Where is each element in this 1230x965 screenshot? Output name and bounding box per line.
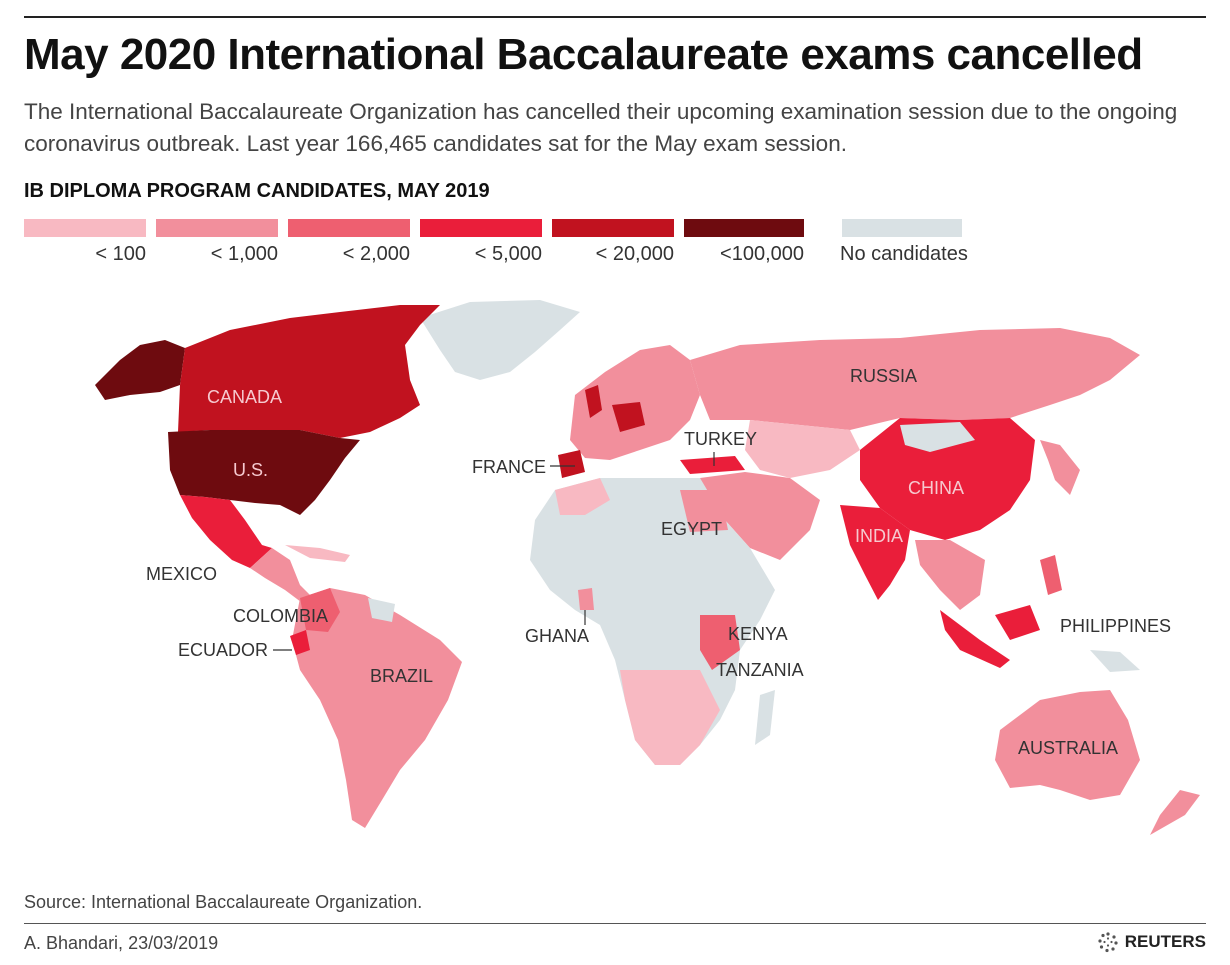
- label-russia: RUSSIA: [850, 366, 917, 386]
- label-mexico: MEXICO: [146, 564, 217, 584]
- region-uk: [585, 385, 602, 418]
- label-france: FRANCE: [472, 457, 546, 477]
- legend-label-lt100000: <100,000: [720, 243, 804, 265]
- region-middle-east: [700, 472, 820, 560]
- legend-label-lt100: < 100: [95, 243, 146, 265]
- region-russia: [690, 328, 1140, 430]
- region-indonesia: [940, 610, 1010, 668]
- label-canada: CANADA: [207, 387, 282, 407]
- region-ecuador: [290, 630, 310, 655]
- region-canada: [178, 305, 440, 438]
- label-ghana: GHANA: [525, 626, 589, 646]
- legend-swatch-lt20000: [552, 219, 674, 237]
- region-caribbean: [285, 545, 350, 562]
- label-ecuador: ECUADOR: [178, 640, 268, 660]
- region-madagascar: [755, 690, 775, 745]
- region-alaska: [95, 340, 185, 400]
- page-title: May 2020 International Baccalaureate exa…: [24, 30, 1143, 79]
- region-central-europe: [612, 402, 645, 432]
- region-greenland: [420, 300, 580, 380]
- legend-label-none: No candidates: [840, 243, 968, 265]
- page-subtitle: The International Baccalaureate Organiza…: [24, 99, 1178, 156]
- legend-swatch-lt100000: [684, 219, 804, 237]
- legend-swatch-lt100: [24, 219, 146, 237]
- region-south-america: [292, 588, 462, 828]
- region-new-zealand: [1150, 790, 1200, 835]
- region-australia: [995, 690, 1140, 800]
- region-africa: [530, 478, 775, 765]
- label-china: CHINA: [908, 478, 964, 498]
- legend-label-lt5000: < 5,000: [474, 243, 542, 265]
- region-china: [860, 418, 1035, 540]
- label-turkey: TURKEY: [684, 429, 757, 449]
- region-central-asia: [745, 420, 860, 478]
- label-kenya: KENYA: [728, 624, 788, 644]
- region-borneo: [995, 605, 1040, 640]
- region-spain: [558, 450, 585, 478]
- region-india: [840, 505, 910, 600]
- region-colombia: [300, 588, 340, 632]
- region-north-africa: [555, 478, 610, 515]
- region-turkey: [680, 456, 745, 474]
- legend-swatch-none: [842, 219, 962, 237]
- region-egypt: [680, 490, 728, 532]
- region-guianas: [368, 598, 395, 622]
- region-mongolia: [900, 422, 975, 452]
- region-east-africa: [700, 615, 740, 670]
- legend: < 100 < 1,000 < 2,000 < 5,000 < 20,000 <…: [24, 219, 1024, 269]
- region-mexico: [180, 495, 272, 568]
- top-rule: [24, 16, 1206, 18]
- world-map: CANADA U.S. MEXICO COLOMBIA ECUADOR BRAZ…: [95, 300, 1200, 835]
- reuters-logo: REUTERS: [1097, 931, 1206, 953]
- label-philippines: PHILIPPINES: [1060, 616, 1171, 636]
- region-papua: [1090, 650, 1140, 672]
- reuters-dots-icon: [1098, 932, 1118, 953]
- credit-line: A. Bhandari, 23/03/2019: [24, 933, 219, 953]
- region-ghana: [578, 588, 594, 610]
- brand-name: REUTERS: [1124, 932, 1206, 951]
- legend-label-lt20000: < 20,000: [595, 243, 674, 265]
- legend-swatch-lt5000: [420, 219, 542, 237]
- region-east-asia-islands: [1040, 440, 1080, 495]
- label-tanzania: TANZANIA: [716, 660, 804, 680]
- legend-swatch-lt1000: [156, 219, 278, 237]
- label-colombia: COLOMBIA: [233, 606, 328, 626]
- label-brazil: BRAZIL: [370, 666, 433, 686]
- label-egypt: EGYPT: [661, 519, 722, 539]
- label-india: INDIA: [855, 526, 903, 546]
- legend-swatch-lt2000: [288, 219, 410, 237]
- region-central-america: [250, 548, 315, 605]
- legend-label-lt2000: < 2,000: [342, 243, 410, 265]
- region-southeast-asia: [915, 540, 985, 610]
- region-southern-africa: [620, 670, 720, 765]
- source-note: Source: International Baccalaureate Orga…: [24, 892, 423, 912]
- region-usa: [168, 430, 360, 515]
- region-europe: [570, 345, 700, 460]
- bottom-rule: [24, 923, 1206, 924]
- label-us: U.S.: [233, 460, 268, 480]
- legend-title: IB DIPLOMA PROGRAM CANDIDATES, MAY 2019: [24, 180, 490, 202]
- label-australia: AUSTRALIA: [1018, 738, 1118, 758]
- region-philippines: [1040, 555, 1062, 595]
- legend-label-lt1000: < 1,000: [210, 243, 278, 265]
